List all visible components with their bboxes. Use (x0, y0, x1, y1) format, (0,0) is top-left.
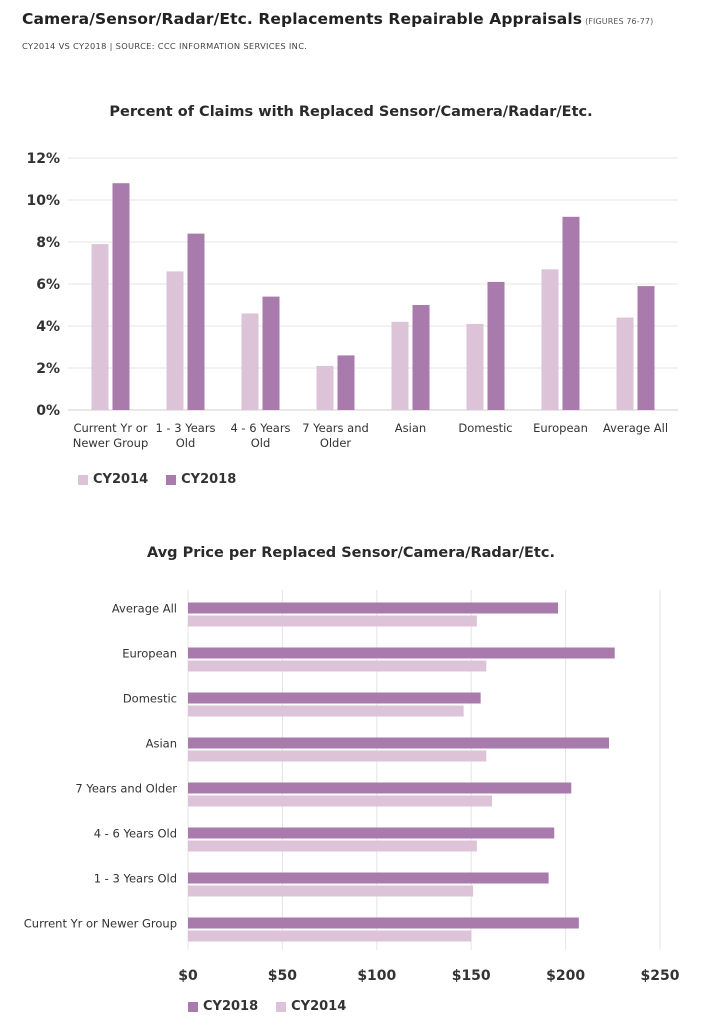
chart2-bar-cy2014 (188, 660, 487, 672)
legend-label: CY2014 (93, 472, 149, 487)
chart1-bar-cy2014 (166, 271, 184, 410)
chart1-legend-item-cy2018: CY2018 (166, 472, 236, 487)
chart1-bar-cy2018 (412, 305, 430, 410)
chart2-category-label: 4 - 6 Years Old (94, 827, 177, 841)
chart1-bar-cy2018 (262, 296, 280, 410)
cy2014-swatch (78, 474, 88, 485)
chart2-bar-cy2018 (188, 602, 559, 614)
report-subtitle: CY2014 VS CY2018 | SOURCE: CCC INFORMATI… (22, 41, 308, 51)
chart2-category-label: 7 Years and Older (75, 782, 177, 796)
chart2-bar-cy2014 (188, 795, 492, 807)
chart1-category-label: 1 - 3 Years (155, 421, 215, 435)
chart2-category-label: Domestic (123, 692, 177, 706)
chart2-bar-cy2018 (188, 872, 549, 884)
chart1-bar-cy2018 (337, 355, 355, 410)
chart2-bar-cy2014 (188, 930, 472, 942)
chart2-category-label: European (122, 647, 177, 661)
chart1-category-label: 7 Years and (302, 421, 369, 435)
report-title-text: Camera/Sensor/Radar/Etc. Replacements Re… (22, 10, 583, 28)
chart1-y-tick-label: 6% (36, 277, 60, 293)
chart1-y-tick-label: 2% (36, 361, 60, 377)
chart1-category-label: Newer Group (73, 436, 149, 450)
chart1-legend-item-cy2014: CY2014 (78, 472, 148, 487)
chart2-bar-cy2014 (188, 840, 477, 852)
legend-label: CY2018 (181, 472, 237, 487)
chart2-bar-cy2018 (188, 737, 610, 749)
chart2-title: Avg Price per Replaced Sensor/Camera/Rad… (147, 545, 555, 561)
chart1-bar-cy2014 (391, 321, 409, 410)
chart2-plot: $0 $50 $100 $150 $200 $250 Average All European… (24, 590, 680, 984)
chart1-bar-cy2014 (241, 313, 259, 410)
chart1-y-tick-label: 0% (36, 403, 60, 419)
chart1-bar-cy2018 (487, 281, 505, 410)
chart2-bar-cy2018 (188, 692, 481, 704)
chart1-category-label: 4 - 6 Years (230, 421, 290, 435)
chart1-bar-cy2018 (187, 233, 205, 410)
chart2-x-tick-label: $200 (546, 968, 585, 984)
chart1-category-label: Domestic (458, 421, 512, 435)
chart2-bar-cy2014 (188, 705, 464, 717)
chart2-bar-cy2018 (188, 827, 555, 839)
chart2-x-tick-label: $0 (178, 968, 198, 984)
chart2-category-label: 1 - 3 Years Old (94, 872, 177, 886)
chart2-bar-cy2018 (188, 647, 615, 659)
chart1-bar-cy2014 (466, 323, 484, 410)
chart2-category-label: Current Yr or Newer Group (24, 917, 177, 931)
chart2-x-tick-label: $250 (641, 968, 680, 984)
chart2-x-tick-label: $100 (357, 968, 396, 984)
chart1-legend: CY2014 CY2018 (78, 472, 254, 487)
chart2-bar-cy2014 (188, 885, 474, 897)
chart1-bar-cy2018 (637, 286, 655, 410)
figures-label: (FIGURES 76-77) (585, 17, 654, 26)
chart2-bar-cy2014 (188, 750, 487, 762)
chart1-bar-cy2014 (616, 317, 634, 410)
chart1-category-label: Asian (395, 421, 426, 435)
chart2-x-tick-label: $50 (268, 968, 297, 984)
report-title: Camera/Sensor/Radar/Etc. Replacements Re… (22, 10, 653, 28)
cy2018-swatch (188, 1001, 198, 1012)
chart2-legend-item-cy2018: CY2018 (188, 999, 258, 1014)
chart2-legend: CY2018 CY2014 (188, 999, 364, 1014)
chart2-bar-cy2018 (188, 782, 572, 794)
chart1-bar-cy2018 (112, 183, 130, 410)
chart1-title: Percent of Claims with Replaced Sensor/C… (109, 104, 593, 120)
chart1-y-tick-label: 12% (26, 151, 60, 167)
chart1-bar-cy2014 (541, 269, 559, 410)
chart1-category-label: Older (320, 436, 352, 450)
chart1-category-label: Current Yr or (73, 421, 147, 435)
chart1-y-tick-label: 10% (26, 193, 60, 209)
chart2-legend-item-cy2014: CY2014 (276, 999, 346, 1014)
chart1-category-label: Old (251, 436, 271, 450)
chart2-category-label: Average All (112, 602, 177, 616)
chart1-category-label: European (533, 421, 588, 435)
chart1-y-tick-label: 8% (36, 235, 60, 251)
chart1-y-tick-label: 4% (36, 319, 60, 335)
legend-label: CY2018 (203, 999, 259, 1014)
chart2-bar-cy2014 (188, 615, 477, 627)
chart1-category-label: Old (176, 436, 196, 450)
chart2-category-label: Asian (146, 737, 177, 751)
cy2014-swatch (276, 1001, 287, 1012)
chart1-bar-cy2018 (562, 216, 580, 410)
chart2-x-tick-label: $150 (452, 968, 491, 984)
chart1-bar-cy2014 (91, 244, 109, 410)
chart1-bar-cy2014 (316, 365, 334, 410)
chart2-bar-cy2018 (188, 917, 579, 929)
cy2018-swatch (166, 474, 177, 485)
chart1-category-label: Average All (603, 421, 668, 435)
legend-label: CY2014 (291, 999, 347, 1014)
